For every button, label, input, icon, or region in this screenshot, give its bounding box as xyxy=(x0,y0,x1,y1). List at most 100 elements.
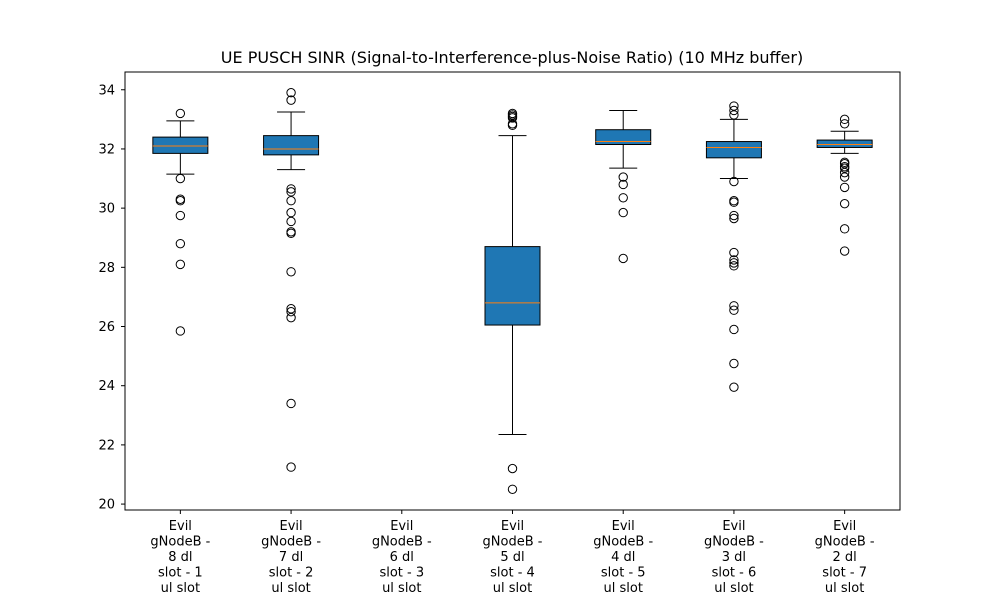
outlier-point xyxy=(175,259,186,270)
x-tick-label-line: 2 dl xyxy=(833,550,857,565)
outlier-point xyxy=(729,110,739,120)
y-tick-label: 22 xyxy=(98,438,115,453)
x-tick-label-line: Evil xyxy=(612,519,635,534)
x-tick-label: Evil gNodeB -3 dl slot - 6 ul slot xyxy=(704,519,764,596)
outlier-point xyxy=(729,213,739,224)
outlier-point xyxy=(175,196,186,206)
outlier-point xyxy=(839,114,850,125)
x-tick-label-line: gNodeB - xyxy=(150,535,210,550)
x-tick-label-line: gNodeB - xyxy=(815,535,875,550)
outlier-point xyxy=(729,301,739,311)
iqr-box xyxy=(152,136,209,154)
outlier-point xyxy=(286,462,296,472)
outlier-point xyxy=(839,119,850,129)
x-tick-label: Evil gNodeB -8 dl slot - 1 ul slot xyxy=(150,519,210,596)
x-tick-label-line: gNodeB - xyxy=(593,535,653,550)
outlier-point xyxy=(729,176,739,187)
x-tick-label-line: Evil xyxy=(169,519,192,534)
x-tick-label-line: Evil xyxy=(722,519,745,534)
y-tick-label: 20 xyxy=(98,498,115,513)
x-tick-label-line: ul slot xyxy=(161,581,200,596)
x-tick-label-line: ul slot xyxy=(382,581,421,596)
x-tick-label: Evil gNodeB -7 dl slot - 2 ul slot xyxy=(261,519,321,596)
outlier-point xyxy=(729,305,739,315)
y-tick-label: 24 xyxy=(98,379,115,394)
outlier-point xyxy=(618,172,628,182)
x-tick-label-line: Evil xyxy=(280,519,303,534)
outlier-point xyxy=(286,312,296,323)
x-tick-label-line: ul slot xyxy=(714,581,753,596)
outlier-point xyxy=(507,120,518,130)
iqr-box xyxy=(263,135,320,156)
outlier-point xyxy=(618,193,628,203)
iqr-box xyxy=(484,246,541,326)
outlier-point xyxy=(175,238,186,249)
x-tick-label-line: slot - 4 xyxy=(490,566,535,581)
x-tick-label: Evil gNodeB -4 dl slot - 5 ul slot xyxy=(593,519,653,596)
outlier-point xyxy=(839,246,850,256)
y-tick-label: 28 xyxy=(98,261,115,276)
outlier-point xyxy=(729,105,739,116)
outlier-point xyxy=(507,113,518,123)
outlier-point xyxy=(618,207,628,218)
x-tick-label-line: slot - 5 xyxy=(601,566,646,581)
x-tick-label-line: ul slot xyxy=(825,581,864,596)
box-series-item xyxy=(263,88,320,472)
x-tick-label-line: gNodeB - xyxy=(372,535,432,550)
outlier-point xyxy=(618,253,628,264)
outlier-point xyxy=(286,95,296,105)
x-tick-label: Evil gNodeB -2 dl slot - 7 ul slot xyxy=(815,519,875,596)
x-tick-label-line: slot - 2 xyxy=(269,566,314,581)
x-tick-label: Evil gNodeB -5 dl slot - 4 ul slot xyxy=(483,519,543,596)
x-tick-label-line: ul slot xyxy=(604,581,643,596)
outlier-point xyxy=(839,172,850,182)
outlier-point xyxy=(175,210,186,221)
x-tick-label-line: Evil xyxy=(390,519,413,534)
y-tick-label: 26 xyxy=(98,320,115,335)
outlier-point xyxy=(286,398,296,409)
x-tick-label-line: slot - 1 xyxy=(158,566,203,581)
x-tick-label-line: 6 dl xyxy=(390,550,414,565)
outlier-point xyxy=(286,196,296,206)
box-series-item xyxy=(816,114,873,256)
outlier-point xyxy=(729,258,739,268)
iqr-box xyxy=(816,139,873,148)
x-tick-label: Evil gNodeB -6 dl slot - 3 ul slot xyxy=(372,519,432,596)
outlier-point xyxy=(286,228,296,238)
x-tick-label-line: 8 dl xyxy=(168,550,192,565)
outlier-point xyxy=(729,197,739,207)
x-tick-label-line: Evil xyxy=(833,519,856,534)
outlier-point xyxy=(175,173,186,184)
outlier-point xyxy=(618,179,628,190)
outlier-point xyxy=(839,182,850,193)
x-tick-label-line: 4 dl xyxy=(611,550,635,565)
y-tick-label: 32 xyxy=(98,142,115,157)
box-series-item xyxy=(705,101,762,392)
outlier-point xyxy=(507,463,518,474)
iqr-box xyxy=(705,141,762,159)
outlier-point xyxy=(839,224,850,234)
x-tick-label-line: gNodeB - xyxy=(483,535,543,550)
outlier-point xyxy=(729,324,739,335)
outlier-point xyxy=(729,261,739,271)
x-tick-label-line: slot - 3 xyxy=(379,566,424,581)
x-tick-label-line: 7 dl xyxy=(279,550,303,565)
outlier-point xyxy=(729,358,739,369)
y-tick-label: 34 xyxy=(98,83,115,98)
outlier-point xyxy=(286,216,296,227)
x-tick-label-line: slot - 7 xyxy=(822,566,867,581)
box-series-item xyxy=(152,108,209,336)
plot-area xyxy=(152,88,873,494)
chart-title: UE PUSCH SINR (Signal-to-Interference-pl… xyxy=(221,48,803,67)
outlier-point xyxy=(729,382,739,392)
x-tick-label-line: gNodeB - xyxy=(261,535,321,550)
outlier-point xyxy=(729,255,739,265)
outlier-point xyxy=(507,484,518,494)
outlier-point xyxy=(729,247,739,258)
x-tick-label-line: slot - 6 xyxy=(712,566,757,581)
x-tick-label-line: gNodeB - xyxy=(704,535,764,550)
iqr-box xyxy=(595,129,652,146)
outlier-point xyxy=(175,326,186,336)
outlier-point xyxy=(286,307,296,317)
